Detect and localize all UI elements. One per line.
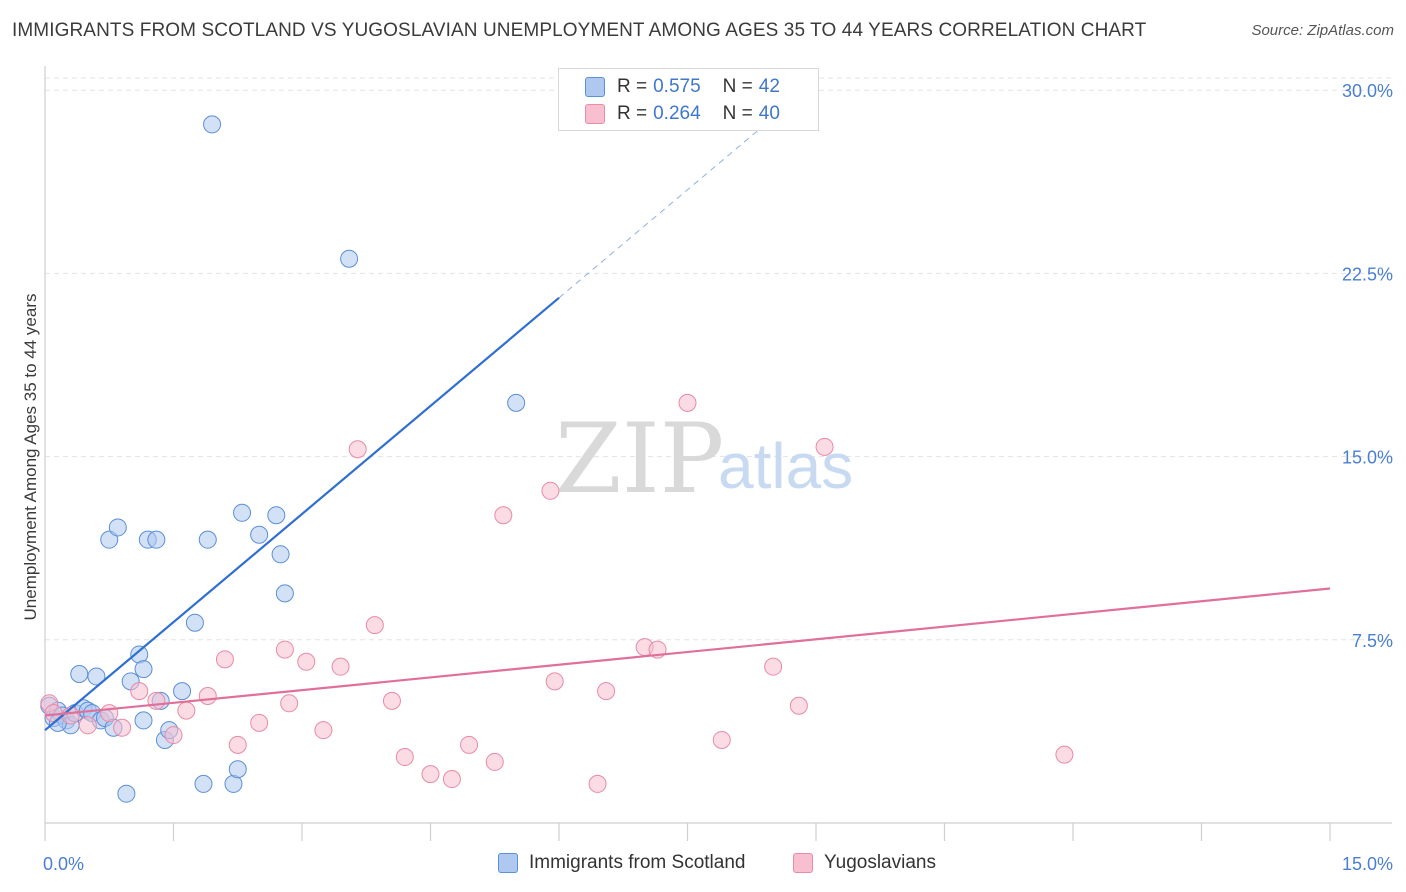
- watermark-atlas: atlas: [718, 430, 853, 502]
- yugoslavian-point: [250, 713, 269, 732]
- scotland-trend-line: [44, 296, 560, 732]
- yugoslavian-point: [460, 735, 479, 754]
- tick-labels: 7.5% 15.0% 22.5% 30.0% 0.0% 15.0%: [43, 81, 1393, 874]
- source-label: Source: ZipAtlas.com: [1251, 22, 1394, 39]
- scotland-point: [340, 249, 359, 268]
- scotland-point: [108, 518, 127, 537]
- scotland-point: [185, 613, 204, 632]
- y-tick-label: 7.5%: [1352, 631, 1393, 651]
- blue-swatch-icon: [585, 77, 605, 97]
- yugoslavian-point: [164, 726, 183, 745]
- x-tick-label: 15.0%: [1342, 854, 1393, 874]
- r-value: 0.575: [653, 76, 701, 97]
- gridlines: [45, 77, 1392, 641]
- yugoslavian-point: [78, 716, 97, 735]
- yugoslavian-point: [348, 440, 367, 459]
- legend-row-yugoslavians: R = 0.264 N = 40: [585, 102, 780, 126]
- y-axis-label: Unemployment Among Ages 35 to 44 years: [21, 294, 40, 621]
- scotland-point: [198, 530, 217, 549]
- yugoslavian-point: [1055, 745, 1074, 764]
- scotland-point: [271, 545, 290, 564]
- chart-title: IMMIGRANTS FROM SCOTLAND VS YUGOSLAVIAN …: [12, 20, 1147, 41]
- yugoslavian-point: [198, 686, 217, 705]
- yugoslavian-point: [215, 650, 234, 669]
- yugoslavian-point: [314, 721, 333, 740]
- legend-label-scotland: Immigrants from Scotland: [529, 852, 746, 873]
- n-value: 42: [758, 76, 780, 97]
- scotland-point: [70, 665, 89, 683]
- pink-swatch-icon: [585, 104, 605, 124]
- yugoslavian-point: [280, 694, 299, 713]
- yugoslavian-point: [678, 393, 697, 412]
- yugoslavian-point: [275, 640, 294, 659]
- yugoslavian-point: [588, 774, 607, 793]
- x-tick-label: 0.0%: [43, 854, 84, 874]
- yugoslavian-point: [297, 652, 316, 671]
- yugoslavian-point: [100, 704, 119, 723]
- blue-swatch-icon: [498, 853, 518, 873]
- scotland-point: [228, 760, 247, 779]
- legend-label-yugoslavians: Yugoslavians: [824, 852, 936, 873]
- scotland-point: [134, 711, 153, 730]
- yugoslavian-point: [228, 735, 247, 754]
- data-points: [40, 115, 1074, 803]
- yugoslavian-point: [442, 770, 461, 789]
- y-tick-label: 15.0%: [1342, 448, 1393, 468]
- scotland-point: [203, 115, 222, 134]
- scotland-point: [147, 530, 166, 549]
- yugoslavian-point: [130, 682, 149, 701]
- yugoslavian-point: [789, 696, 808, 715]
- legend-item-yugoslavians: Yugoslavians: [793, 852, 936, 874]
- yugoslavian-point: [764, 657, 783, 676]
- scotland-point: [117, 784, 136, 803]
- correlation-legend: R = 0.575 N = 42 R = 0.264 N = 40: [558, 68, 819, 131]
- pink-swatch-icon: [793, 853, 813, 873]
- yugoslavian-point: [494, 506, 513, 525]
- yugoslavian-point: [597, 682, 616, 701]
- watermark: ZIP atlas: [555, 403, 853, 515]
- scotland-point: [134, 660, 153, 679]
- r-value: 0.264: [653, 103, 701, 124]
- scotland-point: [267, 506, 286, 525]
- scotland-point: [87, 667, 106, 686]
- r-label: R =: [617, 76, 648, 97]
- scotland-point: [233, 503, 252, 522]
- yugoslavian-point: [365, 616, 384, 635]
- legend-row-scotland: R = 0.575 N = 42: [585, 75, 780, 99]
- n-value: 40: [758, 103, 780, 124]
- scotland-point: [507, 393, 526, 412]
- yugoslavian-point: [395, 748, 414, 767]
- yugoslavian-point: [382, 691, 401, 710]
- legend-item-scotland: Immigrants from Scotland: [498, 852, 745, 874]
- y-tick-label: 30.0%: [1342, 81, 1393, 101]
- scotland-point: [275, 584, 294, 603]
- yugoslavian-point: [113, 718, 132, 737]
- scotland-point: [173, 682, 192, 701]
- r-label: R =: [617, 103, 648, 124]
- scotland-point: [194, 774, 213, 793]
- yugoslavian-point: [541, 481, 560, 500]
- n-label: N =: [722, 76, 753, 97]
- scotland-point: [100, 530, 119, 549]
- yugoslavian-point: [177, 701, 196, 720]
- yugoslavian-point: [485, 752, 504, 771]
- yugoslavian-point: [421, 765, 440, 784]
- y-tick-label: 22.5%: [1342, 264, 1393, 284]
- yugoslavian-trend-line: [44, 587, 1331, 717]
- yugoslavian-point: [712, 730, 731, 749]
- n-label: N =: [722, 103, 753, 124]
- yugoslavian-point: [331, 657, 350, 676]
- scotland-point: [250, 525, 269, 544]
- yugoslavian-point: [147, 691, 166, 710]
- yugoslavian-point: [545, 672, 564, 691]
- yugoslavian-point: [815, 437, 834, 456]
- watermark-zip: ZIP: [555, 403, 724, 515]
